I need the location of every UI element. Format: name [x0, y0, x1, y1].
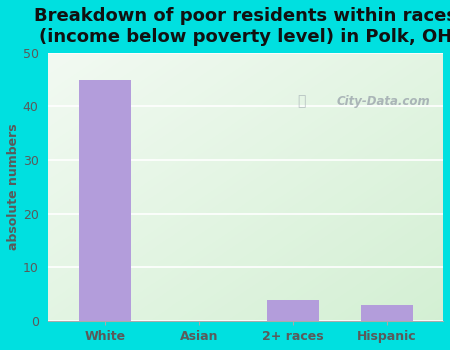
Bar [267, 300, 319, 321]
Title: Breakdown of poor residents within races
(income below poverty level) in Polk, O: Breakdown of poor residents within races… [34, 7, 450, 46]
Y-axis label: absolute numbers: absolute numbers [7, 124, 20, 250]
Bar [361, 305, 413, 321]
Text: City-Data.com: City-Data.com [337, 94, 430, 108]
Text: Ⓜ: Ⓜ [297, 94, 305, 108]
Bar [79, 80, 130, 321]
